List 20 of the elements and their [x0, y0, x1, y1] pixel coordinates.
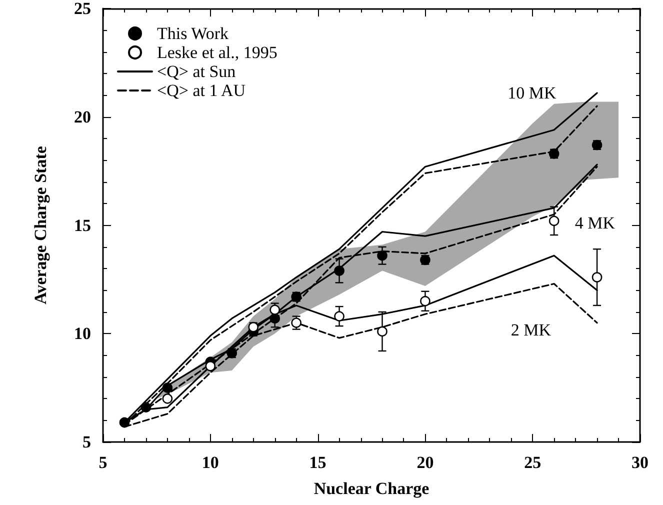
y-tick-label: 5: [82, 432, 91, 452]
y-tick-label: 25: [74, 0, 91, 18]
legend-label: This Work: [157, 24, 230, 43]
annotation: 4 MK: [574, 214, 616, 232]
y-tick-label: 20: [74, 107, 91, 126]
x-tick-label: 25: [524, 453, 542, 472]
x-tick-label: 30: [632, 453, 648, 472]
x-axis-title: Nuclear Charge: [314, 479, 430, 498]
x-tick-label: 10: [202, 453, 219, 472]
y-tick-label: 15: [74, 216, 91, 235]
legend-label: <Q> at 1 AU: [157, 81, 246, 100]
annotation: 2 MK: [510, 320, 552, 340]
x-tick-label: 20: [416, 453, 434, 472]
y-tick-label: 10: [74, 324, 91, 344]
legend-label: <Q> at Sun: [157, 62, 236, 81]
x-tick-label: 5: [98, 453, 108, 472]
y-axis-title: Average Charge State: [31, 146, 50, 304]
x-tick-label: 15: [309, 453, 326, 472]
annotation: 10 MK: [508, 84, 558, 102]
legend-label: Leske et al., 1995: [157, 43, 278, 62]
